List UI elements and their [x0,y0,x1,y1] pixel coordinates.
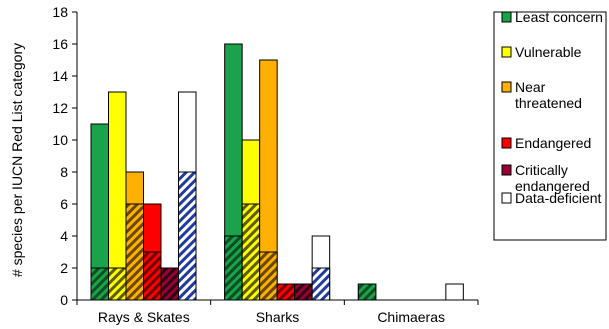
y-axis-label: # species per IUCN Red List category [9,43,25,277]
bar-hatched-rays-skates-vulnerable [108,267,127,301]
bar-hatched-rays-skates-data-deficient [178,171,197,301]
legend-swatch-vulnerable [501,46,512,58]
bar-hatched-chimaeras-least-concern [357,283,377,301]
legend-label-vulnerable: Vulnerable [515,44,582,60]
bar-hatched-sharks-near-threatened [259,251,278,301]
legend-label-data-deficient: Data-deficient [515,190,601,206]
legend-box [493,11,607,241]
legend-label-endangered: Endangered [515,135,591,151]
y-tick-label: 2 [60,260,68,276]
y-tick-label: 4 [60,228,68,244]
legend-label-near-threatened: Near threatened [515,79,582,111]
bar-hatched-rays-skates-critically-endangered [160,267,179,301]
bar-chimaeras-data-deficient [445,283,464,301]
y-tick-label: 8 [60,164,68,180]
bar-hatched-rays-skates-endangered [143,251,162,301]
bar-hatched-sharks-endangered [276,283,296,301]
plot-area [90,43,464,301]
y-tick-label: 16 [52,36,68,52]
x-tick-label: Rays & Skates [98,309,190,325]
y-tick-label: 18 [52,4,68,20]
x-tick-label: Sharks [256,309,300,325]
legend-swatch-data-deficient [501,192,512,204]
legend-swatch-critically-endangered [501,164,512,176]
y-tick-label: 12 [52,100,68,116]
axes: 0 2 4 6 8 10 12 14 16 18 Rays & Skates Sharks Chimae… [52,4,479,325]
legend-swatch-least-concern [501,11,512,23]
bar-hatched-sharks-data-deficient [311,267,331,301]
legend: Least concern Vulnerable Near threatened End… [493,9,607,241]
bar-hatched-sharks-vulnerable [241,203,261,301]
legend-swatch-near-threatened [501,81,512,93]
legend-swatch-endangered [501,137,512,149]
y-tick-label: 10 [52,132,68,148]
y-tick-label: 6 [60,196,68,212]
legend-label-critically-endangered: Critically endangered [515,162,590,194]
x-tick-label: Chimaeras [377,309,445,325]
bar-hatched-rays-skates-least-concern [90,267,109,301]
bar-hatched-sharks-critically-endangered [294,283,313,301]
y-tick-label: 14 [52,68,68,84]
bar-hatched-rays-skates-near-threatened [125,203,144,301]
bar-hatched-sharks-least-concern [224,235,243,301]
y-tick-label: 0 [60,292,68,308]
legend-label-least-concern: Least concern [515,9,603,25]
